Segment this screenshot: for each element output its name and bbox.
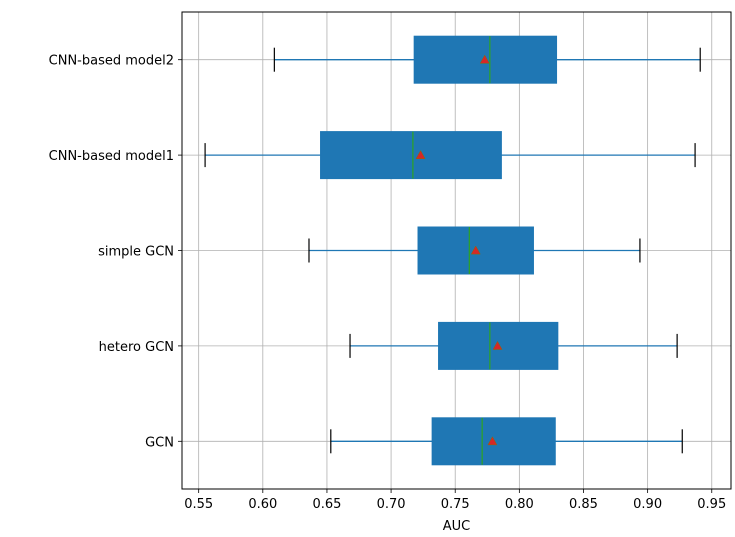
y-tick-label: hetero GCN xyxy=(99,340,174,355)
y-tick-label: GCN xyxy=(145,435,174,450)
mean-marker xyxy=(492,340,503,350)
x-tick-label: 0.60 xyxy=(248,497,277,512)
y-tick-label: CNN-based model2 xyxy=(49,54,174,69)
mean-marker xyxy=(487,436,498,446)
mean-marker xyxy=(479,54,490,64)
y-tick-label: simple GCN xyxy=(98,245,174,260)
x-tick-label: 0.90 xyxy=(633,497,662,512)
y-tick-label: CNN-based model1 xyxy=(49,149,174,164)
iqr-box xyxy=(320,131,502,180)
mean-marker xyxy=(415,150,426,159)
box-simple-gcn xyxy=(308,226,641,275)
x-tick-label: 0.80 xyxy=(505,497,534,512)
box-cnn-based-model2 xyxy=(273,35,701,84)
x-tick-label: 0.95 xyxy=(697,497,726,512)
x-tick-label: 0.75 xyxy=(441,497,470,512)
boxes xyxy=(204,35,701,466)
mean-marker xyxy=(470,245,481,255)
x-tick-label: 0.55 xyxy=(184,497,213,512)
x-tick-label: 0.85 xyxy=(569,497,598,512)
axes: 0.55 0.60 0.65 0.70 0.75 0.80 0.85 0.90 0.95 CNN-… xyxy=(49,54,727,512)
box-hetero-gcn xyxy=(349,321,678,370)
box-cnn-based-model1 xyxy=(204,131,696,180)
x-axis-label: AUC xyxy=(443,519,471,534)
x-tick-label: 0.65 xyxy=(312,497,341,512)
box-gcn xyxy=(330,417,683,466)
x-tick-label: 0.70 xyxy=(377,497,406,512)
